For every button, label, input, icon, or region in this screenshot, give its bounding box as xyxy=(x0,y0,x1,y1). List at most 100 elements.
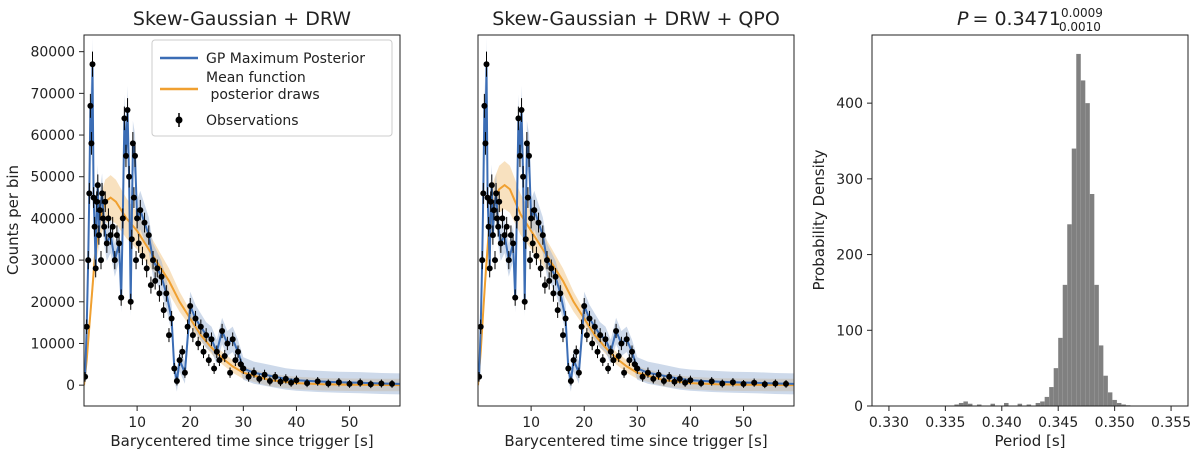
histogram-bar xyxy=(1035,402,1041,406)
observation-point xyxy=(740,380,747,387)
observation-point xyxy=(240,365,247,372)
x-tick-label: 40 xyxy=(288,415,306,431)
observation-point xyxy=(655,371,662,378)
observation-point xyxy=(99,190,106,197)
y-tick-label: 50000 xyxy=(30,170,75,186)
histogram-bar xyxy=(963,401,968,406)
observation-point xyxy=(389,380,395,387)
observation-point xyxy=(698,380,705,387)
observation-point xyxy=(86,190,93,197)
observation-point xyxy=(203,332,210,339)
observation-point xyxy=(135,240,142,247)
observation-point xyxy=(261,371,268,378)
observation-point xyxy=(526,152,532,159)
x-ticks: 10 20 30 40 50 xyxy=(522,406,752,431)
observation-point xyxy=(629,348,635,355)
observation-point xyxy=(676,375,683,382)
gp-uncertainty-band xyxy=(479,37,794,395)
observation-point xyxy=(761,381,768,388)
observation-point xyxy=(687,377,694,384)
observation-point xyxy=(575,369,582,376)
x-tick-label: 50 xyxy=(735,415,753,431)
observation-point xyxy=(221,353,228,359)
title-lower-error: 0.0010 xyxy=(1059,20,1101,34)
histogram-bar xyxy=(1004,402,1009,406)
observation-point xyxy=(126,173,133,180)
gp-maximum-posterior-line xyxy=(478,64,794,385)
observation-point xyxy=(479,257,486,264)
observation-point xyxy=(173,378,180,384)
observation-point xyxy=(751,379,758,386)
observation-point xyxy=(250,369,257,376)
observation-point xyxy=(124,107,131,113)
observation-point xyxy=(150,257,156,264)
observation-point xyxy=(660,378,667,384)
observation-point xyxy=(507,232,514,239)
observation-point xyxy=(550,290,557,297)
observation-point xyxy=(554,307,561,314)
observation-point xyxy=(567,378,574,384)
observation-point xyxy=(211,365,218,372)
y-tick-label: 10000 xyxy=(30,336,75,352)
observation-point xyxy=(485,223,492,230)
observation-point xyxy=(96,207,103,214)
histogram-bars xyxy=(954,53,1131,406)
observation-point xyxy=(682,379,689,386)
observation-point xyxy=(181,369,188,376)
observation-point xyxy=(524,194,531,201)
observation-point xyxy=(213,348,220,355)
observation-point xyxy=(378,380,385,387)
x-tick-label: 30 xyxy=(234,415,252,431)
y-tick-label: 30000 xyxy=(30,253,75,269)
observation-point xyxy=(597,332,604,339)
observation-point xyxy=(552,273,559,280)
observation-point xyxy=(288,379,295,386)
histogram-bar xyxy=(954,404,959,406)
y-tick-label: 0 xyxy=(854,399,863,415)
observation-point xyxy=(113,232,120,239)
observation-point xyxy=(132,152,138,159)
observation-point xyxy=(708,378,715,385)
plot-frame xyxy=(871,34,1189,407)
chart-title: Skew-Gaussian + DRW + QPO xyxy=(492,8,780,30)
observation-point xyxy=(266,378,273,384)
y-tick-label: 400 xyxy=(836,96,863,112)
observation-point xyxy=(179,348,186,355)
observation-point xyxy=(503,223,510,230)
observation-point xyxy=(129,140,136,147)
observation-point xyxy=(187,303,194,309)
histogram-bar xyxy=(1103,375,1108,406)
observation-point xyxy=(489,232,496,239)
observation-point xyxy=(282,375,289,382)
observation-point xyxy=(168,315,175,322)
observation-point xyxy=(90,194,97,201)
y-tick-label: 100 xyxy=(836,323,863,339)
x-tick-label: 0.345 xyxy=(1038,415,1078,431)
observation-point xyxy=(145,232,152,239)
legend-mean-label-line: posterior draws xyxy=(206,87,320,103)
y-tick-label: 300 xyxy=(836,172,863,188)
observation-point xyxy=(513,215,520,222)
observation-point xyxy=(109,223,116,230)
observation-point xyxy=(293,377,300,384)
y-ticks: 0 100 200 300 400 xyxy=(836,96,872,415)
observation-point xyxy=(158,273,165,280)
x-tick-label: 10 xyxy=(522,415,540,431)
observation-point xyxy=(127,298,134,305)
x-ticks: 10 20 30 40 50 xyxy=(128,406,358,431)
title-value: = 0.3471 xyxy=(973,8,1061,30)
observation-point xyxy=(492,257,498,264)
y-axis-label: Counts per bin xyxy=(4,165,22,275)
observation-point xyxy=(98,257,104,264)
histogram-bar xyxy=(1049,387,1054,406)
observation-point xyxy=(208,336,215,343)
observation-point xyxy=(581,303,588,309)
histogram-bar xyxy=(1017,403,1023,406)
observation-point xyxy=(515,115,522,122)
observation-point xyxy=(487,198,494,205)
observation-point xyxy=(133,257,139,264)
observation-point xyxy=(245,373,252,380)
observation-point xyxy=(107,232,114,239)
observation-point xyxy=(497,240,504,247)
observation-point xyxy=(272,373,279,380)
